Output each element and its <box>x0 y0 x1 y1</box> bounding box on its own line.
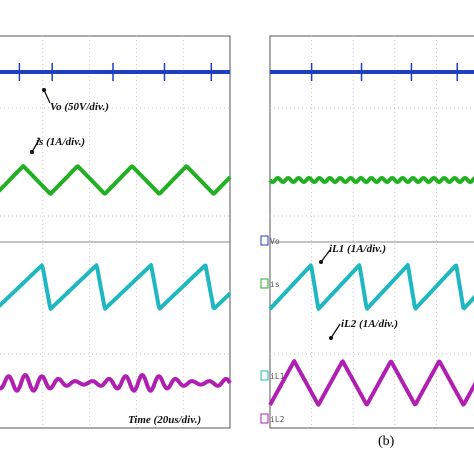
channel-marker <box>260 278 269 289</box>
channel-label-il1: iL1 <box>270 372 285 381</box>
trace-il1 <box>268 263 474 311</box>
arrow-head <box>42 88 46 92</box>
panel-b-caption: (b) <box>378 434 395 449</box>
il1-annotation: iL1 (1A/div.) <box>329 243 386 255</box>
is-annotation: is (1A/div.) <box>36 136 85 148</box>
arrow-head <box>319 260 323 264</box>
arrow-head <box>30 150 34 154</box>
il2-annotation: iL2 (1A/div.) <box>341 318 398 330</box>
channel-label-il2: iL2 <box>270 415 285 424</box>
vo-annotation: Vo (50V/div.) <box>50 101 109 113</box>
scope-border <box>0 35 231 429</box>
channel-label-vo: Vo <box>270 237 280 246</box>
annotation-arrow <box>43 89 51 104</box>
arrow-head <box>329 336 333 340</box>
channel-label-is: is <box>270 280 280 289</box>
annotation-arrow <box>330 323 341 339</box>
panel-b <box>260 35 474 429</box>
trace-il1 <box>0 263 232 311</box>
trace-il2 <box>0 373 232 393</box>
channel-marker <box>260 413 269 424</box>
annotation-arrow <box>320 249 331 263</box>
trace-is <box>268 176 474 184</box>
trace-is <box>0 164 232 196</box>
panel-a <box>0 35 232 429</box>
trace-il2 <box>268 359 474 407</box>
channel-marker <box>260 370 269 381</box>
time-scale-label: Time (20us/div.) <box>128 414 201 426</box>
annotation-arrow <box>31 137 41 153</box>
channel-marker <box>260 235 269 246</box>
